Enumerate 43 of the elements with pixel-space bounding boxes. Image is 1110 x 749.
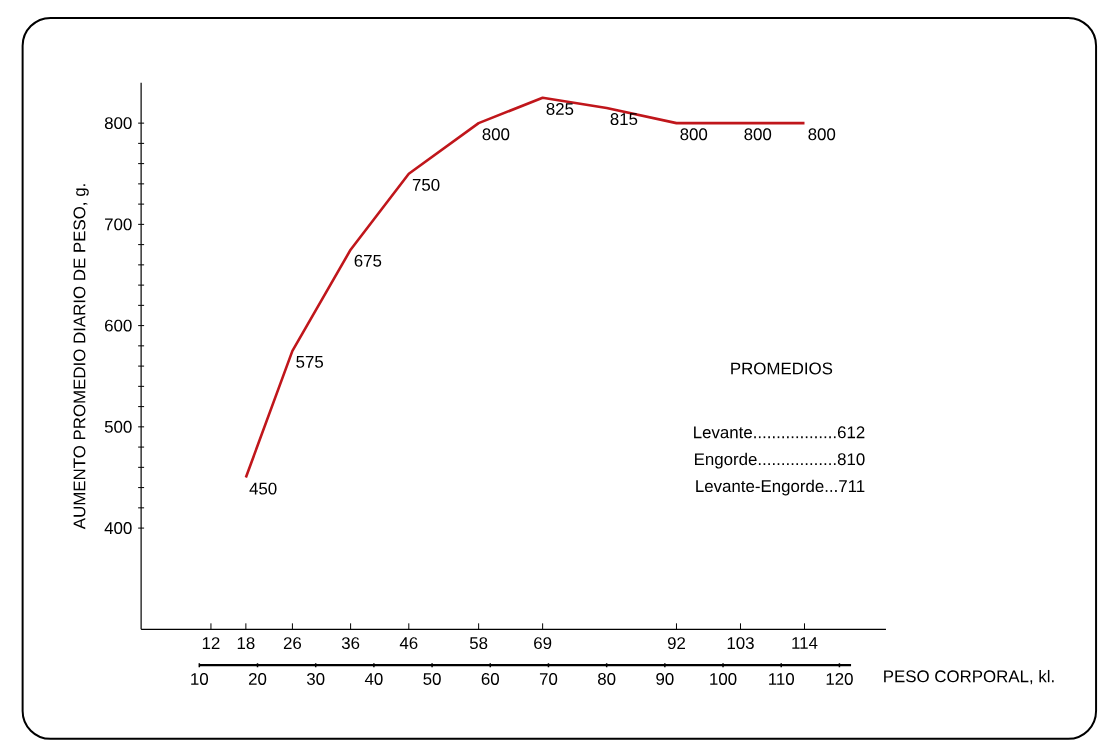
y-tick-label: 700 xyxy=(105,218,132,231)
y-tick-label: 400 xyxy=(104,522,132,535)
data-label: 675 xyxy=(354,254,382,267)
y-tick-label: 600 xyxy=(105,319,132,332)
data-label: 800 xyxy=(680,128,708,141)
annotation: Levante..................612 xyxy=(694,426,865,439)
data-label: 800 xyxy=(744,128,772,141)
x2-tick-label: 70 xyxy=(539,673,558,686)
data-label: 450 xyxy=(249,482,277,495)
x-tick-label: 92 xyxy=(667,637,685,650)
x-tick-label: 114 xyxy=(792,637,818,649)
x-tick-label: 58 xyxy=(469,637,488,650)
x-tick-label: 69 xyxy=(534,637,552,650)
x-tick-label: 26 xyxy=(283,637,302,650)
data-label: 800 xyxy=(482,128,510,141)
x-tick-label: 18 xyxy=(237,637,255,650)
annotation: Levante-Engorde...711 xyxy=(696,479,865,496)
x-tick-label: 103 xyxy=(727,637,754,650)
y-axis-title: AUMENTO PROMEDIO DIARIO DE PESO, g. xyxy=(73,184,89,530)
x2-tick-label: 10 xyxy=(191,673,209,686)
data-label: 825 xyxy=(546,103,574,116)
x2-tick-label: 60 xyxy=(481,673,499,686)
data-label: 575 xyxy=(296,356,324,368)
x2-tick-label: 20 xyxy=(248,673,267,686)
data-label: 815 xyxy=(610,113,638,126)
x-tick-label: 46 xyxy=(399,637,418,650)
annotation: PROMEDIOS xyxy=(731,362,833,375)
x2-tick-label: 110 xyxy=(769,673,795,686)
x2-tick-label: 100 xyxy=(710,673,737,686)
x2-tick-label: 120 xyxy=(826,673,853,686)
x-tick-label: 36 xyxy=(341,637,360,650)
y-tick-label: 800 xyxy=(104,117,132,130)
data-label: 750 xyxy=(412,179,440,191)
x-tick-label: 12 xyxy=(202,637,220,649)
y-tick-label: 500 xyxy=(104,420,132,433)
x2-tick-label: 40 xyxy=(364,673,383,686)
x2-tick-label: 90 xyxy=(656,673,674,686)
x2-tick-label: 30 xyxy=(306,673,325,686)
annotation: Engorde.................810 xyxy=(695,452,865,469)
x2-tick-label: 80 xyxy=(598,673,616,686)
data-label: 800 xyxy=(808,128,836,141)
x2-axis-title: PESO CORPORAL, kl. xyxy=(884,670,1054,685)
x2-tick-label: 50 xyxy=(423,673,441,686)
